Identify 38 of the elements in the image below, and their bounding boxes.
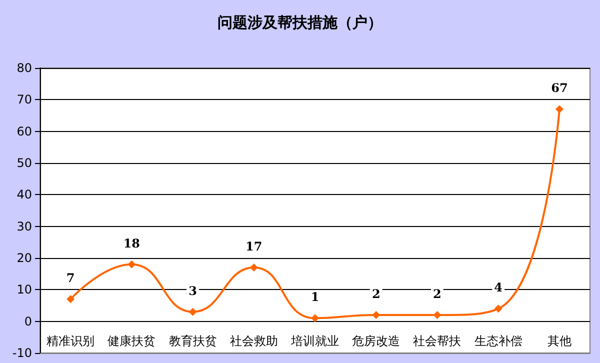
x-tick-label: 健康扶贫 <box>108 334 156 348</box>
point <box>555 105 564 114</box>
point <box>372 311 380 319</box>
y-tick-label: 10 <box>16 282 32 297</box>
point <box>311 314 319 322</box>
y-tick-label: 70 <box>16 92 32 107</box>
data-label: 2 <box>372 287 380 301</box>
y-tick-label: 0 <box>24 314 32 328</box>
point <box>128 260 136 268</box>
x-tick-label: 社会救助 <box>230 334 278 348</box>
x-tick-label: 危房改造 <box>352 334 400 348</box>
y-tick-label: 20 <box>16 251 32 265</box>
point <box>250 264 258 272</box>
data-label: 18 <box>123 236 140 250</box>
point <box>494 304 502 313</box>
data-label: 3 <box>188 284 197 298</box>
y-tick-label: 50 <box>16 156 32 170</box>
data-label: 1 <box>310 290 320 304</box>
chart-title: 问题涉及帮扶措施（户） <box>218 14 382 32</box>
data-label: 7 <box>66 271 75 286</box>
x-tick-label: 精准识别 <box>46 334 95 348</box>
point <box>66 295 75 304</box>
data-label: 4 <box>494 280 503 295</box>
y-tick-label: 30 <box>16 219 32 234</box>
x-tick-label: 培训就业 <box>290 334 339 348</box>
data-label: 67 <box>551 81 568 96</box>
x-tick-label: 社会帮扶 <box>413 334 462 348</box>
point <box>433 311 442 319</box>
y-tick-label: -10 <box>12 346 32 360</box>
x-tick-label: 教育扶贫 <box>168 334 217 348</box>
data-label: 2 <box>433 287 442 301</box>
point <box>188 308 197 316</box>
x-tick-label: 生态补偿 <box>474 334 522 348</box>
x-tick-label: 其他 <box>547 334 572 348</box>
y-tick-label: 40 <box>16 188 32 202</box>
y-tick-label: 80 <box>16 61 32 75</box>
y-tick-label: 60 <box>16 124 32 138</box>
data-label: 17 <box>246 240 262 254</box>
